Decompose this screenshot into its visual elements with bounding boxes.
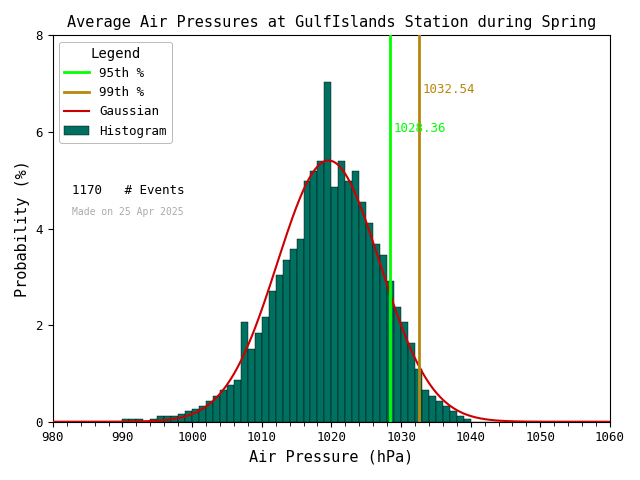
Line: Gaussian: Gaussian (52, 160, 610, 422)
Bar (464, 419, 470, 422)
Bar (227, 385, 234, 422)
Bar (457, 417, 464, 422)
Bar (415, 370, 422, 422)
Bar (241, 323, 248, 422)
Bar (317, 160, 324, 422)
Bar (150, 419, 157, 422)
Bar (324, 82, 332, 422)
Bar (262, 317, 269, 422)
Bar (129, 419, 136, 422)
Bar (255, 333, 262, 422)
Gaussian (275, 258, 282, 264)
Gaussian (432, 389, 440, 395)
Bar (283, 260, 289, 422)
Gaussian (494, 418, 502, 423)
Gaussian (106, 419, 113, 425)
Text: 1028.36: 1028.36 (393, 122, 445, 135)
Bar (450, 411, 457, 422)
Bar (220, 390, 227, 422)
Bar (269, 291, 276, 422)
Bar (436, 401, 443, 422)
Bar (171, 417, 178, 422)
Gaussian (606, 419, 614, 425)
Bar (248, 348, 255, 422)
Bar (339, 160, 346, 422)
Bar (422, 390, 429, 422)
Bar (443, 406, 450, 422)
Bar (303, 181, 310, 422)
Bar (276, 276, 283, 422)
Bar (373, 244, 380, 422)
Bar (234, 380, 241, 422)
Gaussian (49, 419, 56, 425)
Bar (346, 181, 352, 422)
Legend: 95th %, 99th %, Gaussian, Histogram: 95th %, 99th %, Gaussian, Histogram (59, 42, 172, 143)
Bar (289, 249, 296, 422)
Bar (185, 411, 192, 422)
Bar (401, 323, 408, 422)
Gaussian (484, 417, 492, 422)
Bar (178, 414, 185, 422)
Bar (192, 408, 199, 422)
Bar (429, 396, 436, 422)
Bar (296, 239, 303, 422)
Bar (206, 401, 213, 422)
Bar (394, 307, 401, 422)
Bar (380, 254, 387, 422)
Gaussian (324, 157, 332, 163)
Bar (164, 417, 171, 422)
Bar (366, 223, 373, 422)
Bar (332, 187, 339, 422)
Bar (387, 281, 394, 422)
Text: 1032.54: 1032.54 (422, 84, 475, 96)
Bar (310, 171, 317, 422)
X-axis label: Air Pressure (hPa): Air Pressure (hPa) (249, 450, 413, 465)
Text: 1170   # Events: 1170 # Events (72, 184, 185, 197)
Y-axis label: Probability (%): Probability (%) (15, 160, 30, 297)
Text: Made on 25 Apr 2025: Made on 25 Apr 2025 (72, 207, 184, 217)
Bar (213, 396, 220, 422)
Bar (199, 406, 206, 422)
Gaussian (294, 200, 302, 205)
Bar (136, 419, 143, 422)
Bar (157, 417, 164, 422)
Bar (359, 202, 366, 422)
Title: Average Air Pressures at GulfIslands Station during Spring: Average Air Pressures at GulfIslands Sta… (67, 15, 596, 30)
Bar (122, 419, 129, 422)
Bar (352, 171, 359, 422)
Bar (408, 343, 415, 422)
